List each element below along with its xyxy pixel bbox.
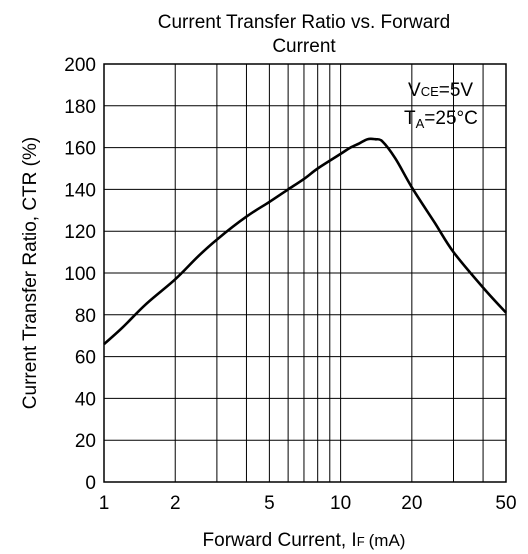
y-tick-label: 120: [64, 222, 96, 243]
y-tick-label: 140: [64, 180, 96, 201]
x-axis-label-text: Forward Current,: [203, 530, 352, 551]
x-tick-labels: 1 2 5 10 20 50: [99, 493, 517, 514]
x-tick-label: 1: [99, 493, 110, 514]
conditions-annotation: VCE=5V TA=25°C: [404, 80, 478, 131]
x-tick-label: 50: [495, 493, 516, 514]
ta-value: =25°C: [424, 108, 478, 129]
y-tick-label: 60: [75, 348, 96, 369]
x-axis-label-unit: (mA): [369, 531, 406, 550]
x-axis-label-subscript: F: [357, 534, 365, 549]
y-tick-label: 0: [85, 473, 96, 494]
y-tick-label: 200: [64, 55, 96, 76]
y-tick-label: 40: [75, 389, 96, 410]
x-tick-label: 10: [330, 493, 351, 514]
x-tick-label: 2: [170, 493, 181, 514]
y-tick-label: 80: [75, 306, 96, 327]
y-tick-label: 180: [64, 97, 96, 118]
y-axis-label: Current Transfer Ratio, CTR (%): [20, 137, 41, 409]
x-tick-label: 20: [401, 493, 422, 514]
ta-subscript: A: [416, 116, 425, 131]
vce-symbol: V: [408, 80, 421, 101]
y-tick-label: 160: [64, 139, 96, 160]
y-tick-labels: 0 20 40 60 80 100 120 140 160 180 200: [64, 55, 96, 494]
plot-frame: [103, 63, 507, 483]
vce-condition: VCE=5V: [408, 80, 473, 101]
chart-title-line2: Current: [272, 36, 336, 57]
grid: [104, 64, 506, 482]
x-axis-label: Forward Current, IF (mA): [203, 530, 406, 551]
y-tick-label: 20: [75, 431, 96, 452]
ta-symbol: T: [404, 108, 416, 129]
x-axis-label-symbol: I: [351, 530, 356, 551]
vce-value: =5V: [439, 80, 474, 101]
x-tick-label: 5: [264, 493, 275, 514]
y-tick-label: 100: [64, 264, 96, 285]
vce-subscript: CE: [421, 84, 439, 99]
chart-title-line1: Current Transfer Ratio vs. Forward: [158, 12, 450, 33]
ctr-curve: [103, 137, 507, 346]
ta-condition: TA=25°C: [404, 108, 478, 131]
